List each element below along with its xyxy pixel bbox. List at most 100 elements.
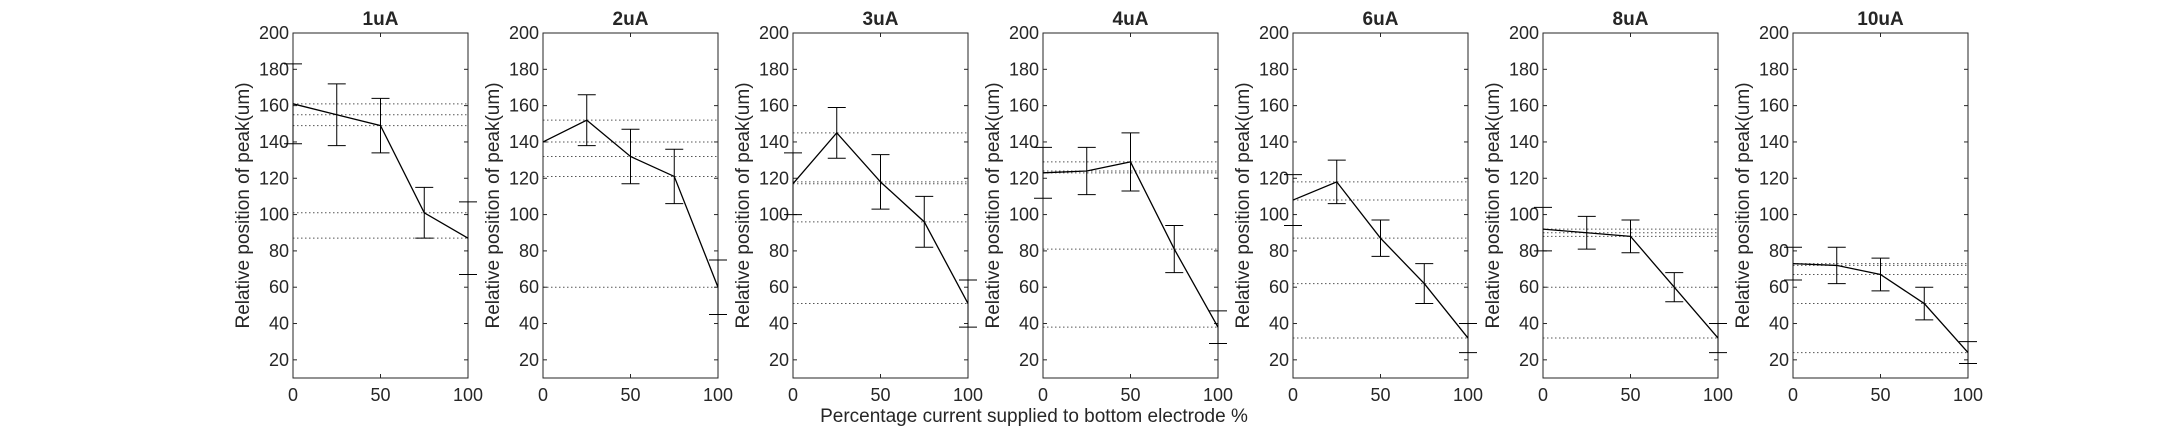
y-tick-label: 80	[269, 241, 289, 261]
y-tick-label: 80	[1019, 241, 1039, 261]
x-tick-label: 100	[1703, 385, 1733, 405]
axes-box	[292, 32, 469, 379]
x-tick-label: 0	[1288, 385, 1298, 405]
axes-box	[1542, 32, 1719, 379]
y-tick-label: 180	[759, 59, 789, 79]
y-tick-label: 160	[1509, 96, 1539, 116]
y-tick-label: 60	[269, 277, 289, 297]
y-tick-label: 60	[1019, 277, 1039, 297]
y-tick-label: 80	[1269, 241, 1289, 261]
y-tick-label: 140	[1009, 132, 1039, 152]
y-tick-label: 60	[1769, 277, 1789, 297]
y-axis-label: Relative position of peak(um)	[1483, 82, 1504, 328]
y-tick-label: 200	[509, 23, 539, 43]
y-tick-label: 40	[1769, 314, 1789, 334]
subplot-1uA: 20 40 60 80 100 120 140 160 180 200 0 50 100 1uA Relat…	[233, 9, 483, 405]
y-tick-label: 120	[509, 168, 539, 188]
x-axis-label: Percentage current supplied to bottom el…	[820, 406, 1248, 427]
subplot-3uA: 20 40 60 80 100 120 140 160 180 200 0 50 100 3uA Relat…	[733, 9, 983, 405]
subplot-4uA: 20 40 60 80 100 120 140 160 180 200 0 50 100 4uA Relat…	[983, 9, 1233, 405]
subplot-title: 10uA	[1857, 9, 1904, 30]
y-tick-label: 120	[1009, 168, 1039, 188]
subplot-2uA: 20 40 60 80 100 120 140 160 180 200 0 50 100 2uA Relat…	[483, 9, 733, 405]
x-tick-label: 0	[1038, 385, 1048, 405]
y-axis-label: Relative position of peak(um)	[1233, 82, 1254, 328]
y-tick-label: 140	[509, 132, 539, 152]
y-tick-label: 160	[759, 96, 789, 116]
y-tick-label: 200	[259, 23, 289, 43]
y-axis-label: Relative position of peak(um)	[483, 82, 504, 328]
subplot-title: 8uA	[1613, 9, 1649, 30]
y-tick-label: 100	[759, 205, 789, 225]
x-tick-label: 50	[1870, 385, 1890, 405]
subplot-title: 3uA	[863, 9, 899, 30]
subplot-10uA: 20 40 60 80 100 120 140 160 180 200 0 50 100 10uA Rela…	[1733, 9, 1983, 405]
y-tick-label: 180	[1259, 59, 1289, 79]
y-tick-label: 60	[519, 277, 539, 297]
y-tick-label: 120	[1759, 168, 1789, 188]
y-tick-label: 140	[1259, 132, 1289, 152]
y-tick-label: 200	[1759, 23, 1789, 43]
y-tick-label: 160	[259, 96, 289, 116]
subplot-title: 2uA	[613, 9, 649, 30]
y-tick-label: 80	[1769, 241, 1789, 261]
x-tick-label: 50	[1120, 385, 1140, 405]
y-tick-label: 100	[259, 205, 289, 225]
subplot-title: 4uA	[1113, 9, 1149, 30]
y-tick-label: 40	[1269, 314, 1289, 334]
y-axis-label: Relative position of peak(um)	[733, 82, 754, 328]
y-tick-label: 20	[1019, 350, 1039, 370]
y-axis-label: Relative position of peak(um)	[983, 82, 1004, 328]
x-tick-label: 100	[1203, 385, 1233, 405]
x-tick-label: 50	[1620, 385, 1640, 405]
y-tick-label: 40	[1519, 314, 1539, 334]
x-tick-label: 0	[1788, 385, 1798, 405]
x-tick-label: 100	[953, 385, 983, 405]
y-tick-label: 20	[519, 350, 539, 370]
axes-box	[1792, 32, 1969, 379]
y-tick-label: 120	[759, 168, 789, 188]
y-tick-label: 100	[1759, 205, 1789, 225]
y-tick-label: 180	[1509, 59, 1539, 79]
x-tick-label: 0	[788, 385, 798, 405]
y-tick-label: 20	[269, 350, 289, 370]
y-tick-label: 140	[1509, 132, 1539, 152]
x-tick-label: 100	[703, 385, 733, 405]
y-tick-label: 160	[1009, 96, 1039, 116]
y-tick-label: 180	[1759, 59, 1789, 79]
y-tick-label: 40	[769, 314, 789, 334]
x-tick-label: 50	[870, 385, 890, 405]
y-tick-label: 120	[1259, 168, 1289, 188]
y-tick-label: 200	[759, 23, 789, 43]
x-tick-label: 50	[1370, 385, 1390, 405]
x-tick-label: 0	[538, 385, 548, 405]
y-tick-label: 100	[509, 205, 539, 225]
subplot-6uA: 20 40 60 80 100 120 140 160 180 200 0 50 100 6uA Relat…	[1233, 9, 1483, 405]
x-tick-label: 0	[1538, 385, 1548, 405]
y-tick-label: 180	[259, 59, 289, 79]
y-tick-label: 20	[1269, 350, 1289, 370]
y-tick-label: 80	[519, 241, 539, 261]
y-tick-label: 180	[1009, 59, 1039, 79]
x-tick-label: 50	[620, 385, 640, 405]
axes-box	[1042, 32, 1219, 379]
y-tick-label: 140	[1759, 132, 1789, 152]
subplot-8uA: 20 40 60 80 100 120 140 160 180 200 0 50 100 8uA Relat…	[1483, 9, 1733, 405]
x-tick-label: 0	[288, 385, 298, 405]
y-axis-label: Relative position of peak(um)	[1733, 82, 1754, 328]
y-tick-label: 60	[1519, 277, 1539, 297]
x-tick-label: 100	[1953, 385, 1983, 405]
y-tick-label: 200	[1259, 23, 1289, 43]
subplot-title: 6uA	[1363, 9, 1399, 30]
x-tick-label: 100	[453, 385, 483, 405]
axes-box	[542, 32, 719, 379]
data-line	[1292, 181, 1469, 339]
y-tick-label: 60	[1269, 277, 1289, 297]
y-tick-label: 100	[1509, 205, 1539, 225]
y-tick-label: 140	[259, 132, 289, 152]
y-tick-label: 20	[1769, 350, 1789, 370]
y-tick-label: 100	[1259, 205, 1289, 225]
y-tick-label: 200	[1009, 23, 1039, 43]
